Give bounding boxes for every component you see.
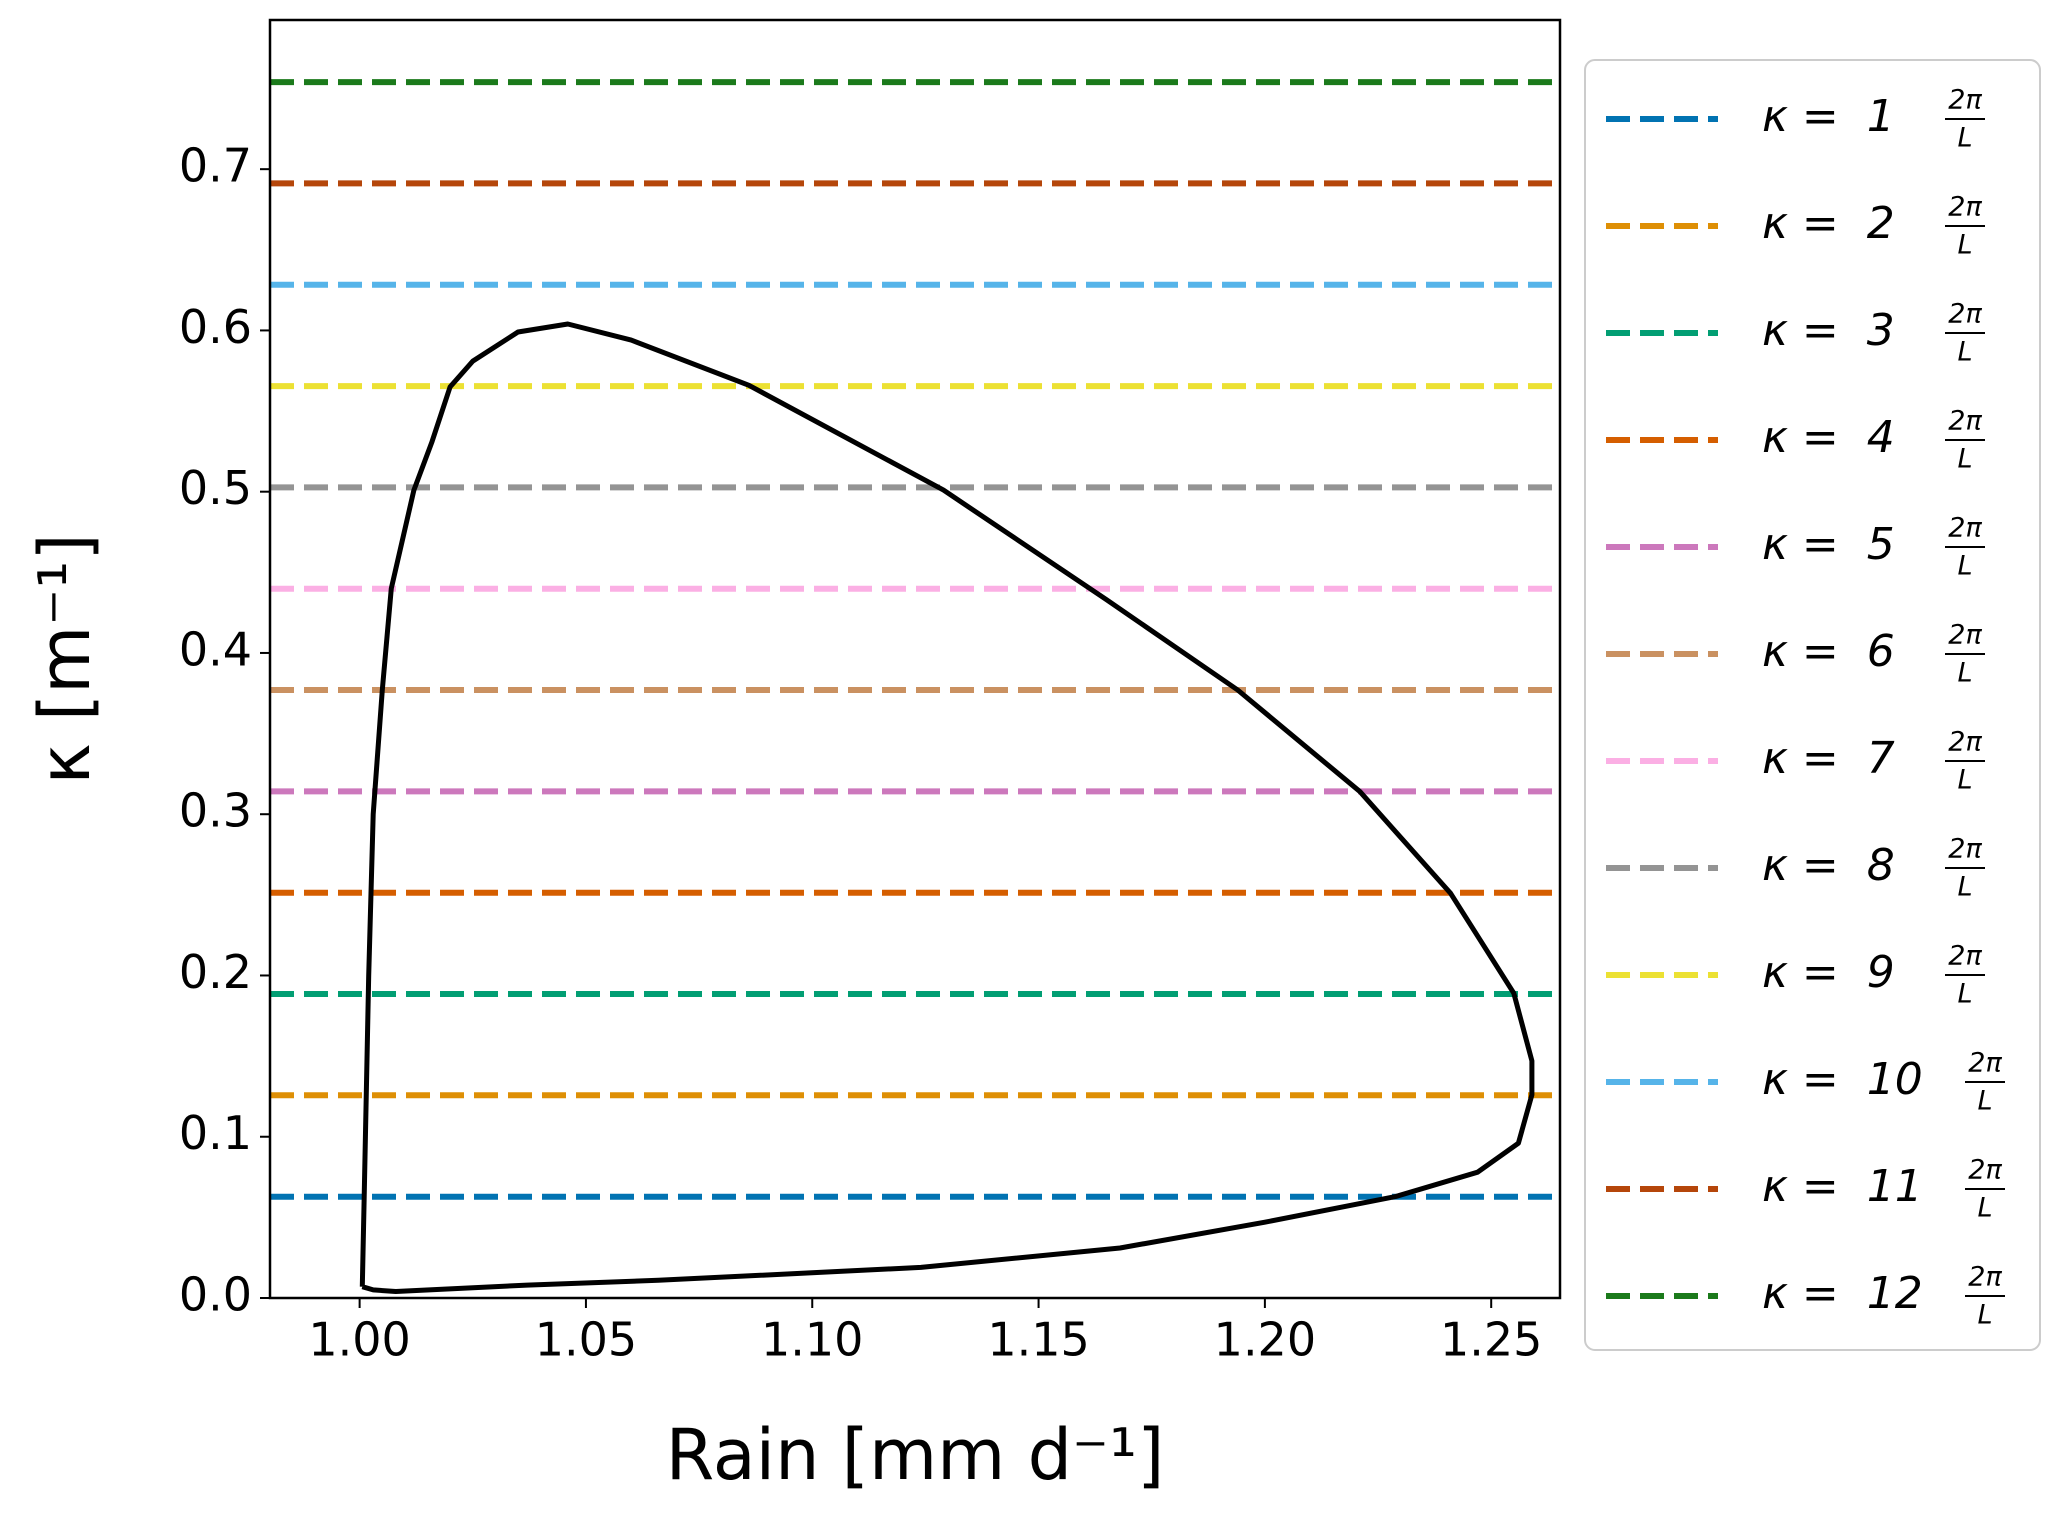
- x-tick-label: 1.00: [308, 1313, 410, 1367]
- legend-fraction-numerator: 2π: [1968, 1155, 2002, 1186]
- legend-fraction-denominator: L: [1977, 1300, 1992, 1331]
- legend-fraction-numerator: 2π: [1948, 406, 1982, 437]
- x-tick-label: 1.10: [761, 1313, 863, 1367]
- legend-label: κ = 10: [1762, 1054, 1923, 1105]
- plot-frame: [268, 18, 1562, 1300]
- legend-fraction-denominator: L: [1957, 230, 1972, 261]
- legend-label: κ = 5: [1762, 519, 1895, 570]
- legend-fraction-denominator: L: [1977, 1193, 1992, 1224]
- legend-fraction-numerator: 2π: [1948, 834, 1982, 865]
- legend-fraction-denominator: L: [1957, 765, 1972, 796]
- y-tick-label: 0.4: [179, 622, 252, 676]
- legend-fraction-denominator: L: [1957, 337, 1972, 368]
- x-tick-label: 1.15: [987, 1313, 1089, 1367]
- legend-label: κ = 11: [1762, 1161, 1923, 1212]
- legend-label: κ = 12: [1762, 1268, 1923, 1319]
- legend-label: κ = 9: [1762, 947, 1895, 998]
- legend-fraction-numerator: 2π: [1968, 1262, 2002, 1293]
- legend-fraction-numerator: 2π: [1948, 727, 1982, 758]
- legend-label: κ = 4: [1762, 412, 1895, 463]
- legend-fraction-denominator: L: [1957, 658, 1972, 689]
- legend-label: κ = 8: [1762, 840, 1895, 891]
- legend-fraction-denominator: L: [1977, 1086, 1992, 1117]
- legend-label: κ = 3: [1762, 305, 1895, 356]
- y-tick-label: 0.3: [179, 784, 252, 838]
- legend-box: [1584, 59, 2041, 1351]
- x-axis-label: Rain [mm d⁻¹]: [666, 1414, 1165, 1496]
- legend-fraction-numerator: 2π: [1948, 941, 1982, 972]
- x-tick-label: 1.05: [535, 1313, 637, 1367]
- curve: [359, 321, 1535, 1294]
- legend-label: κ = 1: [1762, 91, 1895, 142]
- y-tick-label: 0.6: [179, 300, 252, 354]
- legend-fraction-numerator: 2π: [1948, 192, 1982, 223]
- y-tick-label: 0.0: [179, 1268, 252, 1322]
- legend-fraction-numerator: 2π: [1948, 620, 1982, 651]
- legend-fraction-denominator: L: [1957, 123, 1972, 154]
- legend-fraction-denominator: L: [1957, 979, 1972, 1010]
- legend-fraction-numerator: 2π: [1948, 299, 1982, 330]
- legend-label: κ = 6: [1762, 626, 1895, 677]
- y-tick-label: 0.2: [179, 945, 252, 999]
- legend-fraction-numerator: 2π: [1968, 1048, 2002, 1079]
- y-tick-label: 0.7: [179, 139, 252, 193]
- legend-fraction-numerator: 2π: [1948, 513, 1982, 544]
- legend-label: κ = 7: [1762, 733, 1895, 784]
- legend-fraction-denominator: L: [1957, 444, 1972, 475]
- legend-fraction-denominator: L: [1957, 551, 1972, 582]
- legend-fraction-numerator: 2π: [1948, 85, 1982, 116]
- legend-fraction-denominator: L: [1957, 872, 1972, 903]
- y-tick-label: 0.5: [179, 461, 252, 515]
- y-axis-label: κ [m⁻¹]: [24, 533, 106, 784]
- legend-label: κ = 2: [1762, 198, 1895, 249]
- x-tick-label: 1.25: [1440, 1313, 1542, 1367]
- y-tick-label: 0.1: [179, 1106, 252, 1160]
- x-tick-label: 1.20: [1214, 1313, 1316, 1367]
